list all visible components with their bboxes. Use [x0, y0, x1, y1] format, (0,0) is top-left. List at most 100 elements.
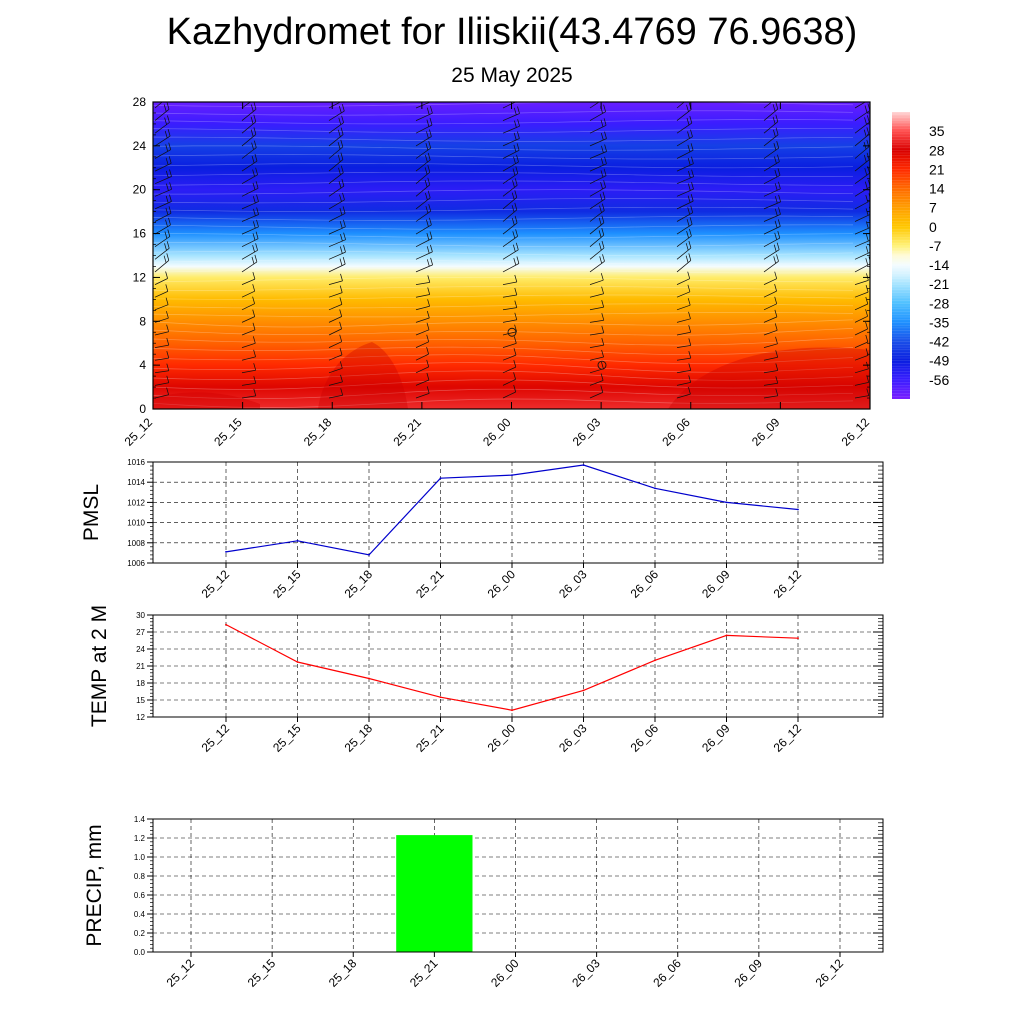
wind-barb-flag [166, 375, 170, 383]
colorbar-label: 7 [929, 200, 937, 216]
wind-barb-flag [774, 323, 778, 331]
heatmap-contour [153, 198, 854, 204]
wind-barb [502, 294, 517, 298]
y-axis-title: PRECIP, mm [83, 824, 106, 946]
wind-barb [328, 122, 344, 134]
heatmap-y-tick-label: 28 [133, 95, 147, 109]
wind-barb [763, 370, 778, 374]
y-tick-label: 1.2 [134, 834, 146, 843]
x-tick-label: 26_09 [699, 567, 733, 601]
wind-barb [589, 380, 604, 386]
wind-barb-flag [252, 169, 255, 177]
wind-barb-flag [687, 183, 691, 191]
y-tick-label: 0.2 [134, 929, 146, 938]
wind-barb [763, 214, 781, 222]
heatmap-y-tick-label: 0 [139, 402, 146, 416]
wind-barb-flag [689, 115, 693, 124]
wind-barb [763, 343, 778, 348]
wind-barb-flag [601, 337, 605, 346]
heatmap-x-tick-label: 26_09 [749, 415, 783, 449]
wind-barb [328, 381, 343, 386]
wind-barb [854, 395, 869, 399]
colorbar-label: -42 [929, 334, 949, 350]
heatmap-y-tick-label: 16 [133, 227, 147, 241]
wind-barb-flag [687, 284, 691, 292]
wind-barb-flag [255, 231, 259, 239]
wind-barb [763, 249, 780, 260]
wind-barb-flag [686, 92, 688, 99]
heatmap-x-tick-label: 26_06 [659, 415, 693, 449]
wind-barb [763, 303, 777, 311]
wind-barb [676, 149, 694, 159]
wind-barb-flag [776, 140, 780, 149]
wind-barb [854, 355, 869, 361]
wind-barb [502, 354, 517, 361]
wind-barb-flag [253, 388, 257, 397]
wind-barb-flag [340, 388, 344, 396]
wind-barb [154, 176, 172, 185]
wind-barb [241, 342, 256, 348]
wind-barb-flag [773, 256, 777, 264]
wind-barb [328, 226, 346, 235]
wind-barb-flag [337, 129, 341, 137]
heatmap-contour [153, 215, 854, 221]
x-tick-label: 26_12 [771, 721, 805, 755]
x-tick-label: 26_09 [731, 956, 765, 990]
wind-barb-flag [252, 284, 256, 292]
wind-barb-flag [254, 153, 258, 162]
wind-barb-flag [253, 376, 257, 384]
wind-barb [854, 263, 870, 273]
wind-barb-flag [513, 132, 517, 141]
wind-barb-flag [777, 154, 780, 162]
wind-barb [241, 303, 255, 311]
wind-barb [763, 278, 777, 285]
wind-barb-flag [688, 386, 691, 395]
wind-barb-flag [426, 232, 430, 241]
y-tick-label: 21 [136, 662, 145, 671]
wind-barb-flag [513, 359, 517, 368]
wind-barb-flag [600, 181, 603, 190]
wind-barb [328, 292, 343, 298]
colorbar-label: -49 [929, 353, 949, 369]
wind-barb [241, 174, 258, 185]
wind-barb [415, 379, 430, 386]
x-tick-label: 26_06 [650, 956, 684, 990]
y-tick-label: 24 [136, 645, 145, 654]
wind-barb [854, 102, 866, 109]
wind-barb-flag [513, 384, 517, 393]
wind-barb-flag [163, 104, 167, 112]
wind-barb-flag [775, 114, 779, 122]
wind-barb-flag [164, 231, 168, 239]
wind-barb-flag [604, 156, 607, 164]
wind-barb-flag [424, 167, 428, 175]
wind-barb-flag [514, 215, 518, 224]
wind-barb [328, 316, 342, 323]
wind-barb-flag [428, 102, 430, 103]
wind-barb [415, 329, 430, 336]
y-tick-label: 1.4 [134, 815, 146, 824]
wind-barb-flag [688, 363, 692, 371]
wind-barb [589, 175, 607, 185]
wind-barb-flag [514, 312, 518, 320]
wind-barb [854, 110, 870, 121]
wind-barb-flag [167, 128, 171, 137]
colorbar-label: -14 [929, 257, 949, 273]
heatmap-y-tick-label: 8 [139, 314, 146, 328]
wind-barb-flag [777, 168, 781, 176]
wind-barb-flag [600, 93, 602, 100]
wind-barb-flag [604, 144, 607, 152]
wind-barb-flag [689, 228, 692, 237]
x-tick-label: 25_12 [199, 721, 233, 755]
wind-barb-flag [339, 246, 343, 254]
wind-barb-flag [255, 90, 257, 97]
colorbar-label: -56 [929, 372, 949, 388]
wind-barb-flag [339, 321, 342, 330]
x-tick-label: 25_21 [407, 956, 441, 990]
wind-barb [502, 391, 516, 399]
wind-barb-flag [865, 258, 869, 266]
wind-barb-flag [515, 166, 519, 174]
wind-barb [415, 112, 433, 121]
wind-barb-flag [686, 230, 689, 239]
wind-barb [854, 200, 870, 210]
wind-barb-flag [339, 194, 342, 202]
